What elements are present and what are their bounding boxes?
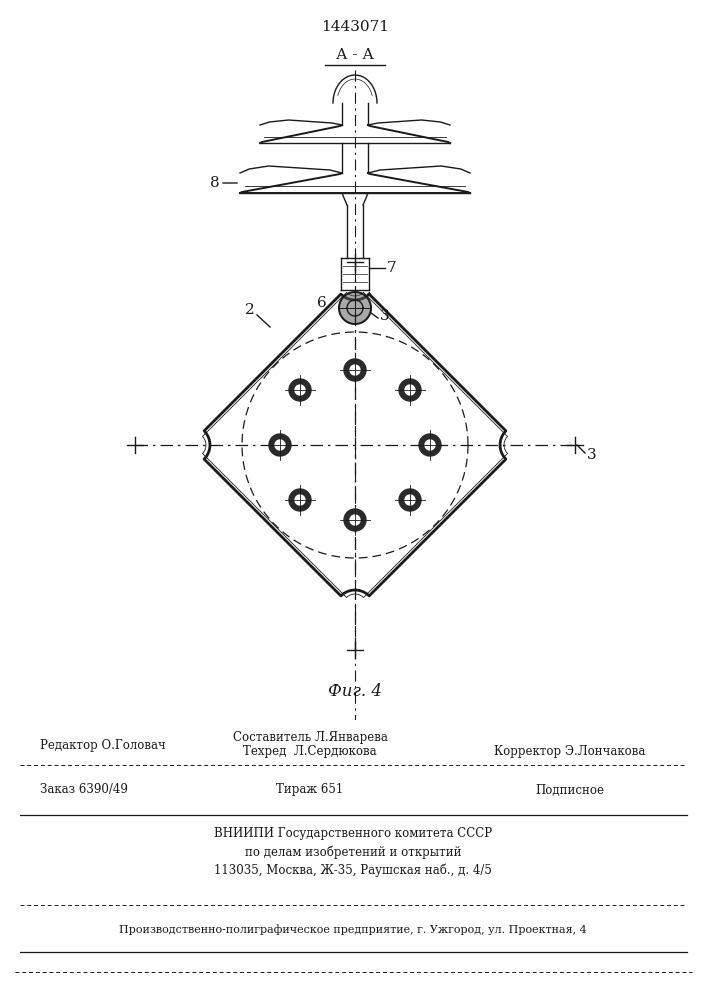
- Text: по делам изобретений и открытий: по делам изобретений и открытий: [245, 845, 461, 859]
- Text: Заказ 6390/49: Заказ 6390/49: [40, 784, 128, 796]
- Circle shape: [275, 440, 285, 450]
- Circle shape: [399, 489, 421, 511]
- Circle shape: [350, 365, 360, 375]
- Text: Корректор Э.Лончакова: Корректор Э.Лончакова: [494, 746, 645, 758]
- Text: 2: 2: [245, 303, 255, 317]
- Text: Подписное: Подписное: [535, 784, 604, 796]
- Circle shape: [269, 434, 291, 456]
- Text: 3: 3: [380, 309, 390, 323]
- Circle shape: [289, 379, 311, 401]
- Text: 3: 3: [587, 448, 597, 462]
- Circle shape: [350, 515, 360, 525]
- Text: Редактор О.Головач: Редактор О.Головач: [40, 738, 165, 752]
- Circle shape: [295, 495, 305, 505]
- Text: 113035, Москва, Ж-35, Раушская наб., д. 4/5: 113035, Москва, Ж-35, Раушская наб., д. …: [214, 863, 492, 877]
- Text: Тираж 651: Тираж 651: [276, 784, 344, 796]
- Circle shape: [339, 292, 371, 324]
- Text: ВНИИПИ Государственного комитета СССР: ВНИИПИ Государственного комитета СССР: [214, 826, 492, 840]
- Text: 1443071: 1443071: [321, 20, 389, 34]
- Circle shape: [344, 359, 366, 381]
- Text: Производственно-полиграфическое предприятие, г. Ужгород, ул. Проектная, 4: Производственно-полиграфическое предприя…: [119, 925, 587, 935]
- Text: 6: 6: [317, 296, 327, 310]
- Circle shape: [405, 495, 415, 505]
- Text: Техред  Л.Сердюкова: Техред Л.Сердюкова: [243, 746, 377, 758]
- Text: 7: 7: [387, 261, 397, 275]
- Circle shape: [295, 385, 305, 395]
- Circle shape: [289, 489, 311, 511]
- Text: 8: 8: [210, 176, 220, 190]
- Text: А - А: А - А: [336, 48, 374, 62]
- Circle shape: [419, 434, 441, 456]
- Circle shape: [344, 509, 366, 531]
- Text: Фиг. 4: Фиг. 4: [328, 683, 382, 700]
- Circle shape: [425, 440, 435, 450]
- Circle shape: [405, 385, 415, 395]
- Text: Составитель Л.Январева: Составитель Л.Январева: [233, 730, 387, 744]
- Circle shape: [399, 379, 421, 401]
